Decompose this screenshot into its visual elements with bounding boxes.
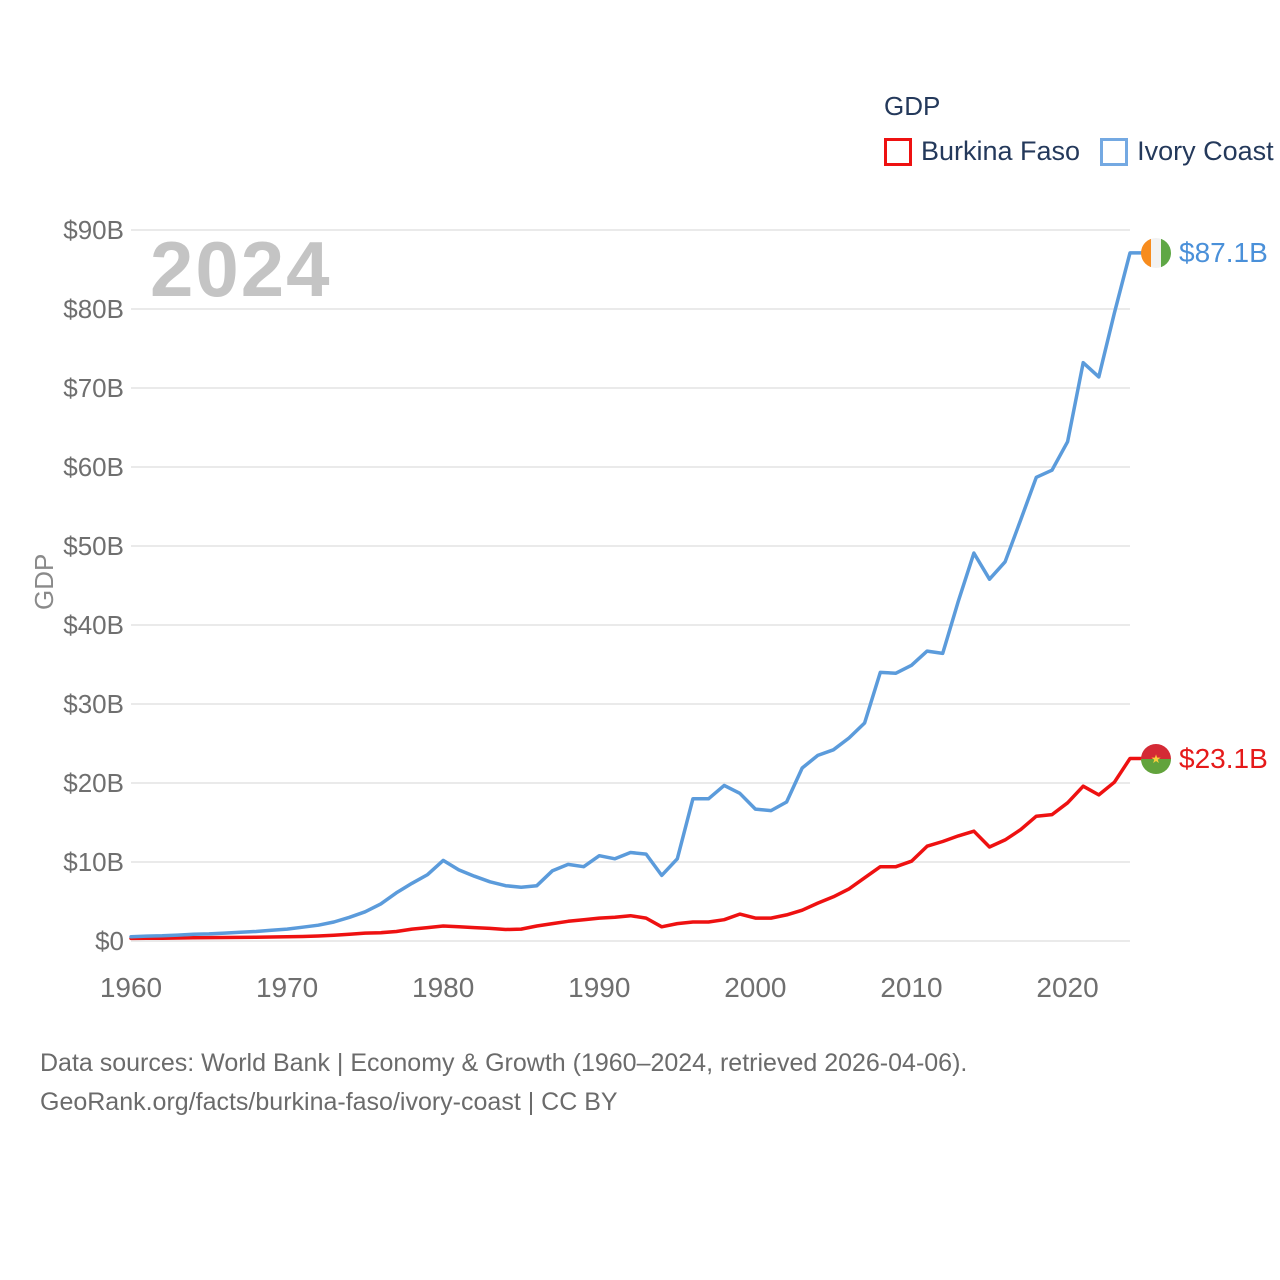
x-tick-label-2000: 2000	[724, 972, 787, 1003]
y-tick-label--20b: $20B	[63, 768, 124, 798]
watermark-year: 2024	[150, 225, 332, 313]
y-tick-label--0: $0	[95, 926, 124, 956]
gridline--90b	[131, 229, 1130, 231]
gridline--40b	[131, 624, 1130, 626]
legend-item-label: Ivory Coast	[1137, 136, 1274, 166]
y-tick-label--90b: $90B	[63, 215, 124, 245]
y-tick-label--80b: $80B	[63, 294, 124, 324]
ivory-coast-flag-icon	[1141, 237, 1171, 268]
legend-title: GDP	[884, 91, 941, 121]
gridline--30b	[131, 703, 1130, 705]
ivory-coast-swatch-icon[interactable]	[1100, 137, 1129, 166]
gridline--60b	[131, 466, 1130, 468]
y-tick-label--70b: $70B	[63, 373, 124, 403]
y-tick-label--50b: $50B	[63, 531, 124, 561]
gridline--80b	[131, 308, 1130, 310]
line-burkina-faso[interactable]	[129, 756, 1145, 941]
gridline--70b	[131, 387, 1130, 389]
gridline--50b	[131, 545, 1130, 547]
burkina-faso-flag-icon: ★	[1141, 743, 1171, 774]
y-tick-label--30b: $30B	[63, 689, 124, 719]
x-tick-label-2010: 2010	[880, 972, 943, 1003]
x-tick-label-2020: 2020	[1036, 972, 1099, 1003]
gridline--0	[131, 940, 1130, 942]
y-tick-label--60b: $60B	[63, 452, 124, 482]
legend-item-burkina-faso[interactable]: Burkina Faso	[884, 136, 1080, 167]
end-value-burkina-faso: $23.1B	[1179, 742, 1268, 774]
legend: GDP Burkina Faso Ivory Coast	[884, 90, 1274, 167]
x-tick-label-1980: 1980	[412, 972, 475, 1003]
line-ivory-coast[interactable]	[129, 251, 1145, 939]
star-icon: ★	[1150, 751, 1162, 766]
legend-items: Burkina Faso Ivory Coast	[884, 136, 1274, 167]
burkina-faso-swatch-icon[interactable]	[884, 137, 912, 166]
footer: Data sources: World Bank | Economy & Gro…	[40, 1044, 967, 1122]
footer-data-sources: Data sources: World Bank | Economy & Gro…	[40, 1049, 968, 1077]
gridline--20b	[131, 782, 1130, 784]
footer-attribution: GeoRank.org/facts/burkina-faso/ivory-coa…	[40, 1088, 618, 1116]
gridline--10b	[131, 861, 1130, 863]
y-tick-label--10b: $10B	[63, 847, 124, 877]
legend-item-label: Burkina Faso	[921, 136, 1081, 166]
x-tick-label-1990: 1990	[568, 972, 631, 1003]
end-label-ivory-coast: $87.1B	[1141, 237, 1268, 269]
x-tick-label-1970: 1970	[255, 972, 319, 1003]
x-tick-label-1960: 1960	[99, 972, 163, 1003]
end-label-burkina-faso: ★ $23.1B	[1141, 743, 1268, 775]
legend-item-ivory-coast[interactable]: Ivory Coast	[1100, 136, 1274, 167]
y-tick-label--40b: $40B	[63, 610, 124, 640]
end-value-ivory-coast: $87.1B	[1179, 236, 1268, 268]
